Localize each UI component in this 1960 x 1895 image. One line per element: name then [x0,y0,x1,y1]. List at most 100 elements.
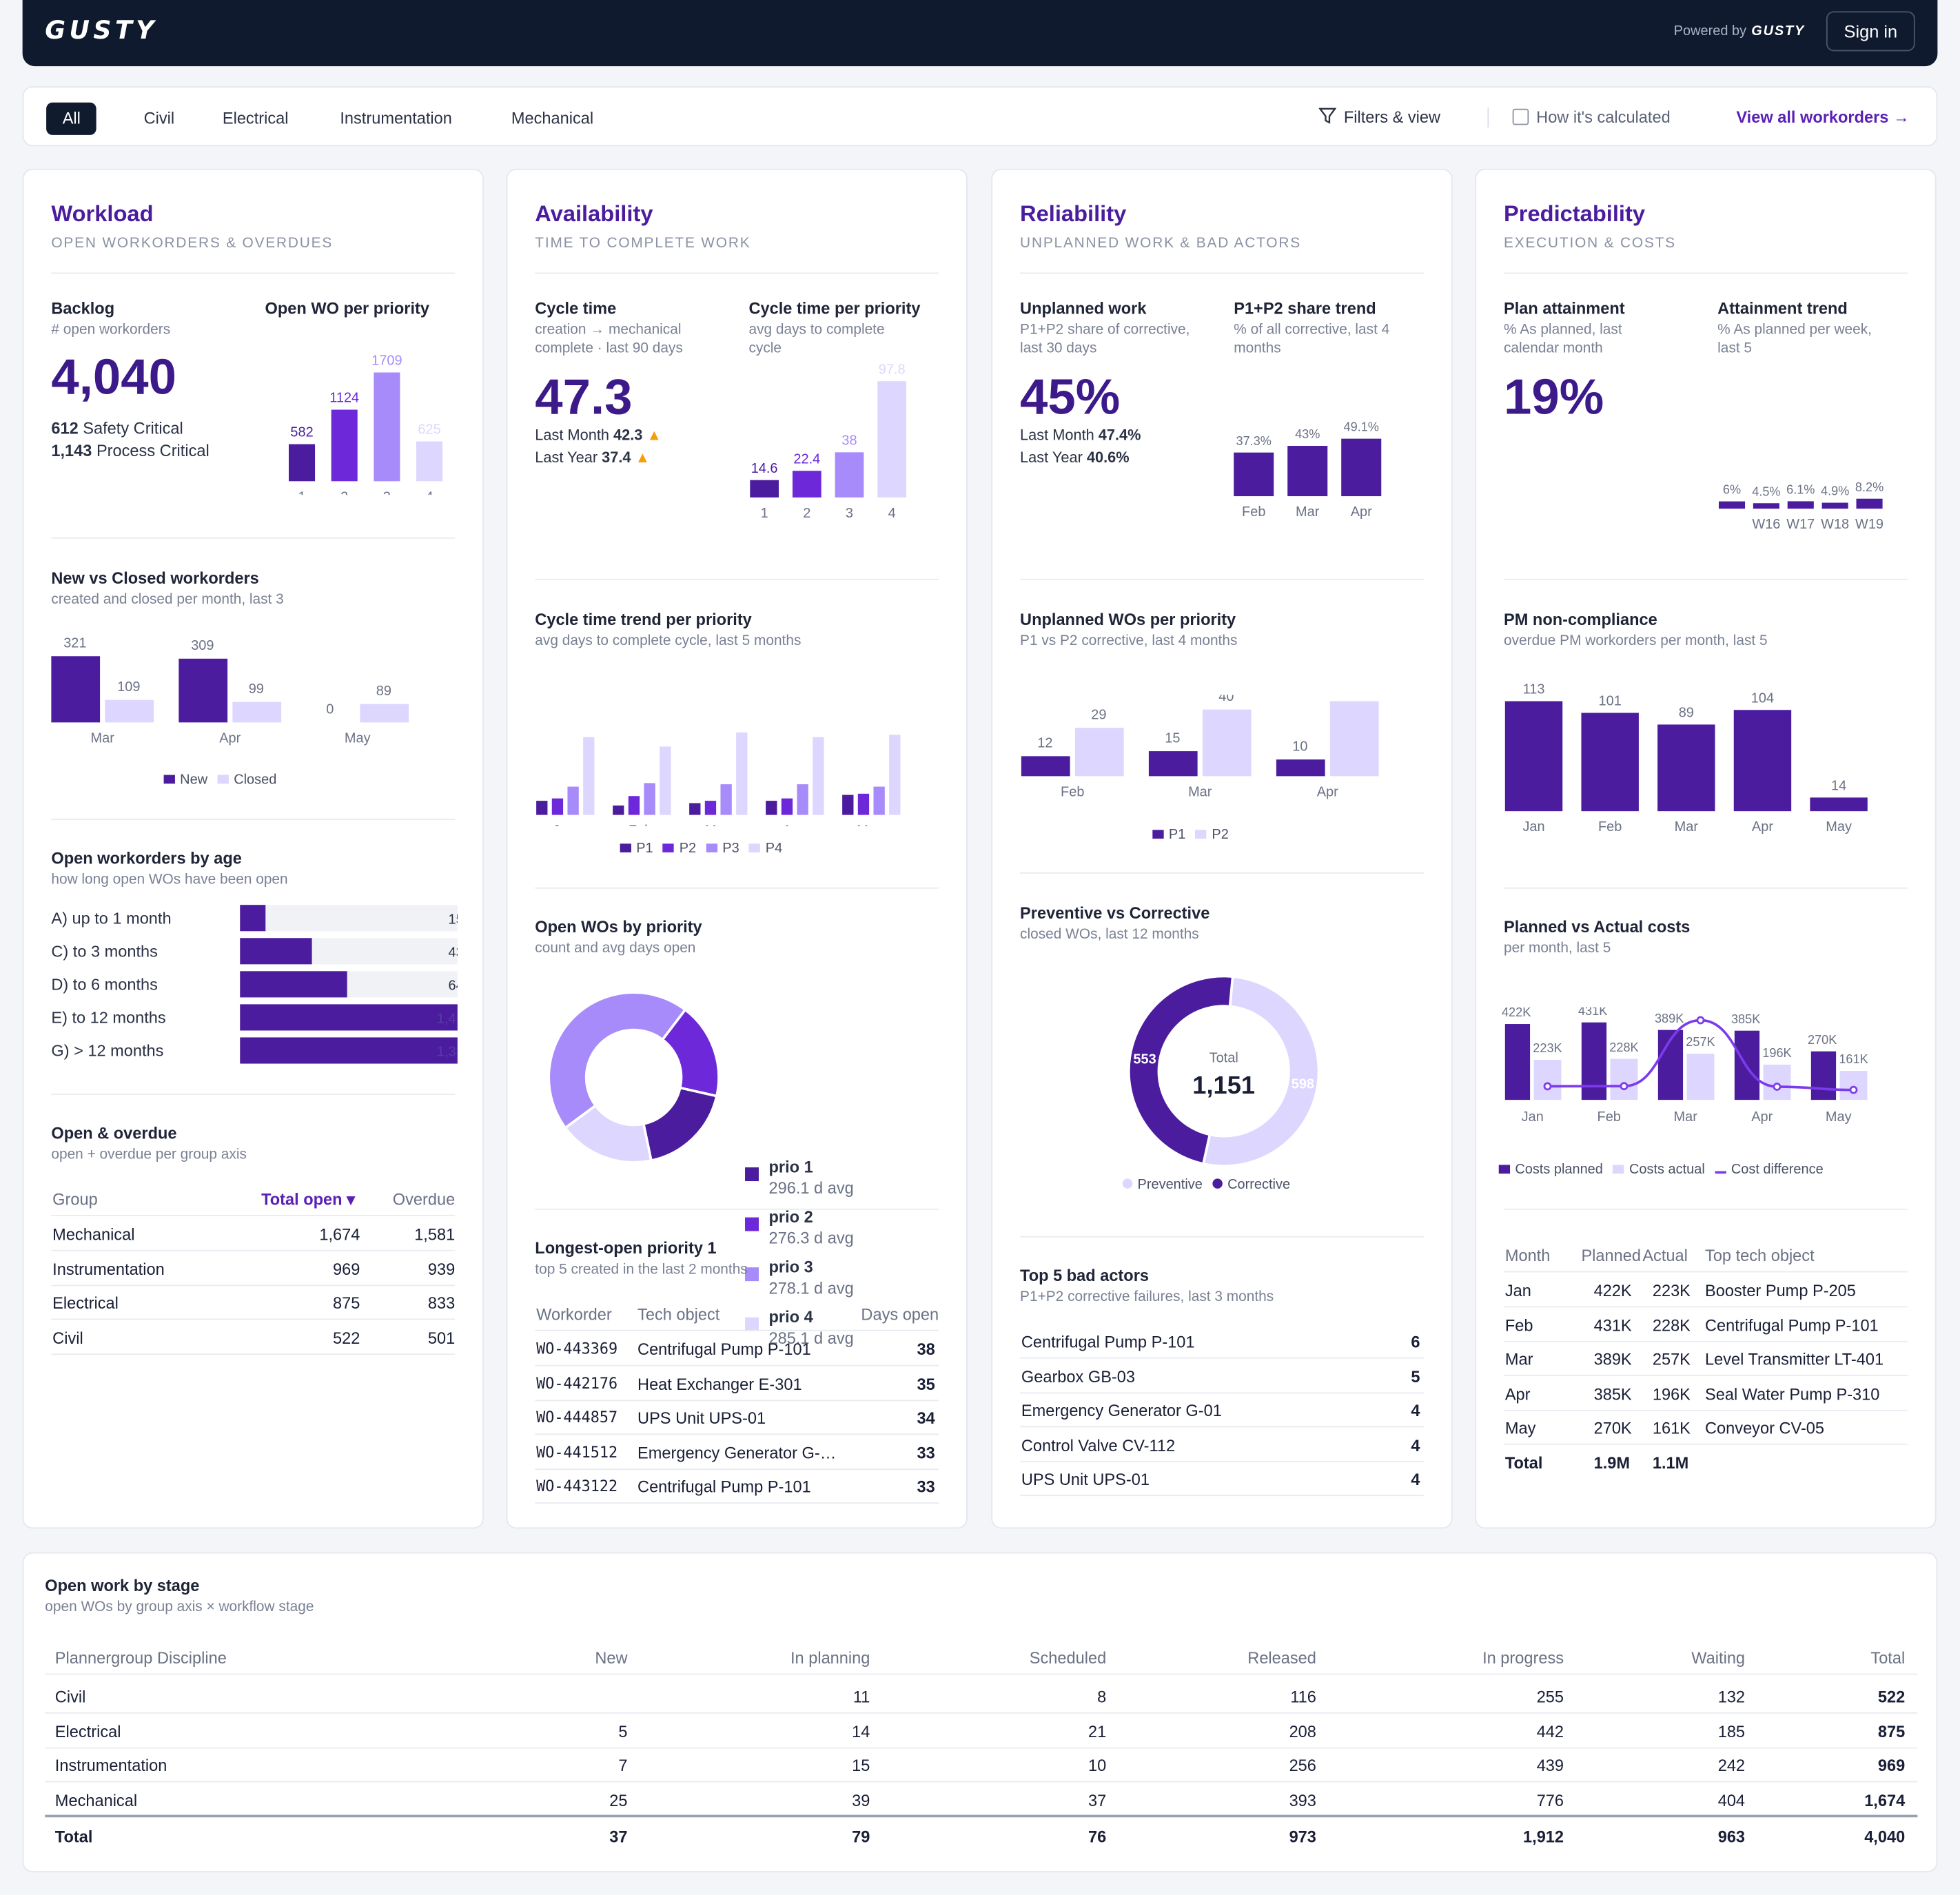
legend-name: prio 3 [768,1257,813,1276]
bar [1276,759,1325,777]
bar [1581,713,1639,812]
backlog-value: 4,040 [51,349,176,405]
data-label: 101 [1599,694,1622,709]
data-label: 582 [290,425,313,440]
table-row: Apr 385K 196K Seal Water Pump P-310 [1504,1375,1908,1411]
table-header: Month Planned Actual Top tech object [1504,1238,1908,1273]
filters-button[interactable]: Filters & view [1318,107,1440,126]
table-cell: Total [1870,1648,1906,1668]
data-label: 309 [191,638,214,653]
donut-slice [1201,975,1320,1168]
table-cell: 501 [427,1328,456,1347]
tab-instrumentation[interactable]: Instrumentation [340,108,452,128]
bar [1657,724,1715,812]
bar [660,746,671,815]
table-cell: Civil [54,1687,86,1706]
pm-label: PM non-compliance [1504,610,1657,629]
prev-corr-legend: Preventive Corrective [1112,1178,1290,1192]
data-label: 1124 [329,391,359,406]
bar [1733,710,1792,812]
table-cell: Released [1247,1648,1316,1668]
table-cell: 257K [1652,1349,1691,1369]
bar [416,441,443,482]
tab-civil[interactable]: Civil [143,108,175,128]
table-cell: 35 [917,1374,935,1393]
bar [232,701,282,723]
table-cell: Level Transmitter LT-401 [1705,1349,1884,1369]
bad-actors-label: Top 5 bad actors [1020,1266,1149,1285]
table-cell: Emergency Generator G-… [637,1443,837,1462]
bar [288,444,316,482]
category-label: A) up to 1 month [51,909,171,927]
bar [240,1037,458,1064]
tab-all[interactable]: All [46,102,97,135]
table-row: Electrical 5 14 21 208 442 185 875 [45,1713,1918,1748]
card-title: Availability [535,201,653,227]
tab-electrical[interactable]: Electrical [222,108,289,128]
data-label: 431 [449,945,458,960]
tab-mechanical[interactable]: Mechanical [511,108,594,128]
table-cell: 1,674 [319,1225,360,1244]
tick-label: May [1826,1109,1852,1125]
table-cell: 21 [1088,1721,1107,1741]
tick-label: Feb [1598,819,1622,834]
data-label: 89 [1679,706,1694,721]
category-label: E) to 12 months [51,1009,165,1027]
table-cell: 442 [1536,1721,1564,1741]
bar-planned [1810,1051,1837,1100]
table-cell: 39 [852,1790,870,1810]
divider [51,272,456,274]
tick-label: Jan [1522,819,1544,834]
data-label: 37.3% [1236,434,1272,448]
stage-sub: open WOs by group axis × workflow stage [45,1599,314,1615]
table-cell: 25 [609,1790,628,1810]
legend-swatch [745,1267,759,1282]
sort-total-open[interactable]: Total open ▾ [261,1189,355,1209]
tick-label: 3 [383,489,391,495]
view-all-workorders-link[interactable]: View all workorders → [1736,107,1910,127]
bar [797,784,808,815]
gusty-logo[interactable]: GUSTY [45,14,158,45]
line-point [1620,1082,1629,1091]
bar [1287,446,1328,497]
bar [240,938,312,965]
table-cell: 393 [1289,1790,1316,1810]
table-cell: 1,912 [1523,1827,1564,1846]
bar [842,795,854,815]
data-label: 642 [449,979,458,994]
bar [240,971,347,998]
tick-label: Apr [1752,819,1773,834]
how-calculated-checkbox[interactable]: How it's calculated [1512,107,1671,126]
table-cell: UPS Unit UPS-01 [1021,1470,1150,1489]
bar [1202,709,1252,777]
table-cell: 1.1M [1652,1453,1689,1473]
table-cell: 4 [1411,1435,1420,1455]
bar [628,796,640,815]
unplanned-sub: P1+P2 share of corrective, last 30 days [1020,322,1190,356]
overdue-label: Open & overdue [51,1123,177,1143]
data-label: 14 [1831,778,1846,793]
data-label: 10 [1292,739,1307,754]
table-cell: New [595,1648,628,1668]
bar [873,786,885,815]
new-closed-label: New vs Closed workorders [51,568,259,588]
bar [1856,498,1883,509]
table-cell: 11 [853,1687,870,1706]
table-row: WO-443369 Centrifugal Pump P-101 38 [535,1331,939,1366]
data-label: 598 [1292,1077,1314,1092]
bar [240,905,266,932]
legend-avg: 276.3 d avg [768,1228,854,1248]
divider [1020,1236,1424,1238]
table-cell: Emergency Generator G-01 [1021,1401,1222,1420]
table-cell: 37 [1088,1790,1107,1810]
backlog-sub: # open workorders [51,322,171,338]
table-cell: Heat Exchanger E-301 [637,1374,802,1393]
table-cell: WO-443122 [536,1477,618,1495]
filter-icon [1318,107,1337,124]
tick-label: Mar [1188,784,1212,799]
bar [857,793,870,815]
data-label: 99 [249,682,264,697]
share-sub: % of all corrective, last 4 months [1234,322,1390,356]
sign-in-button[interactable]: Sign in [1826,11,1915,52]
